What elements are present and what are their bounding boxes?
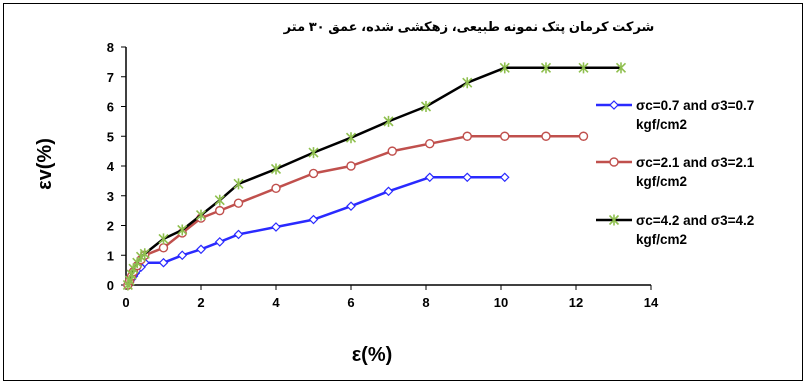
data-point (139, 248, 150, 260)
data-point (233, 178, 244, 190)
chart-frame: شرکت کرمان پتک نمونه طبیعی، زهکشی شده، ع… (3, 3, 803, 381)
data-point (462, 131, 472, 141)
series-2 (123, 131, 589, 290)
x-tick-label: 4 (272, 295, 280, 310)
data-point (424, 172, 435, 183)
data-point (346, 201, 356, 212)
data-point (215, 205, 225, 216)
y-tick-label: 3 (107, 189, 114, 204)
y-tick-label: 8 (107, 40, 114, 55)
legend-entry-2: σc=2.1 and σ3=2.1 kgf/cm2 (596, 155, 755, 189)
legend-label: σc=0.7 and σ3=0.7 (636, 98, 754, 113)
legend-label-unit: kgf/cm2 (636, 174, 687, 189)
data-point (346, 161, 356, 171)
x-tick-label: 10 (494, 295, 508, 310)
x-tick-label: 8 (422, 295, 429, 310)
y-tick-label: 2 (107, 219, 114, 234)
data-point (308, 168, 319, 179)
x-axis-label: ε(%) (352, 344, 393, 366)
x-tick-label: 0 (122, 295, 129, 310)
data-point (383, 186, 394, 197)
x-tick-label: 2 (197, 295, 204, 310)
data-point (462, 77, 473, 89)
data-point (462, 172, 473, 183)
data-point (615, 62, 627, 74)
data-point (578, 131, 589, 141)
data-point (158, 243, 169, 253)
data-point (271, 222, 281, 232)
data-point (608, 214, 620, 226)
data-point (500, 131, 510, 141)
data-point (387, 146, 397, 156)
data-point (177, 224, 188, 236)
data-point (540, 62, 552, 74)
legend-label: σc=2.1 and σ3=2.1 (636, 155, 755, 170)
legend-label-unit: kgf/cm2 (636, 117, 687, 132)
series-layer (122, 62, 627, 291)
data-point (270, 163, 282, 175)
series-line (126, 135, 584, 286)
data-point (158, 257, 169, 268)
y-tick-label: 7 (107, 70, 114, 85)
chart-title: شرکت کرمان پتک نمونه طبیعی، زهکشی شده، ع… (283, 19, 655, 34)
data-point (158, 233, 169, 245)
data-point (214, 194, 225, 206)
y-tick-label: 6 (107, 100, 114, 115)
y-tick-label: 5 (107, 129, 114, 144)
data-point (499, 172, 510, 183)
data-point (541, 131, 551, 141)
data-point (383, 115, 394, 127)
data-point (609, 157, 619, 167)
data-point (420, 101, 432, 112)
y-axis-label: εv(%) (34, 138, 56, 190)
data-point (578, 62, 589, 74)
data-point (609, 100, 619, 110)
data-point (177, 250, 188, 261)
y-tick-label: 4 (107, 159, 115, 174)
series-3 (122, 62, 627, 291)
data-point (308, 147, 319, 159)
data-point (233, 229, 244, 240)
data-point (271, 183, 281, 194)
data-point (233, 198, 244, 208)
legend-label-unit: kgf/cm2 (636, 232, 687, 247)
x-tick-label: 6 (347, 295, 354, 310)
legend-entry-1: σc=0.7 and σ3=0.7 kgf/cm2 (596, 98, 754, 132)
data-point (196, 244, 206, 255)
data-point (308, 214, 319, 225)
y-tick-label: 1 (107, 248, 114, 263)
chart-svg: شرکت کرمان پتک نمونه طبیعی، زهکشی شده، ع… (34, 19, 755, 366)
data-point (499, 62, 510, 74)
x-tick-label: 12 (569, 295, 583, 310)
legend-entry-3: σc=4.2 and σ3=4.2 kgf/cm2 (596, 213, 754, 247)
data-point (345, 132, 357, 144)
x-tick-label: 14 (644, 295, 659, 310)
y-tick-label: 0 (107, 278, 114, 293)
data-point (214, 237, 225, 247)
data-point (425, 138, 435, 149)
legend-label: σc=4.2 and σ3=4.2 (636, 213, 754, 228)
data-point (195, 209, 207, 221)
